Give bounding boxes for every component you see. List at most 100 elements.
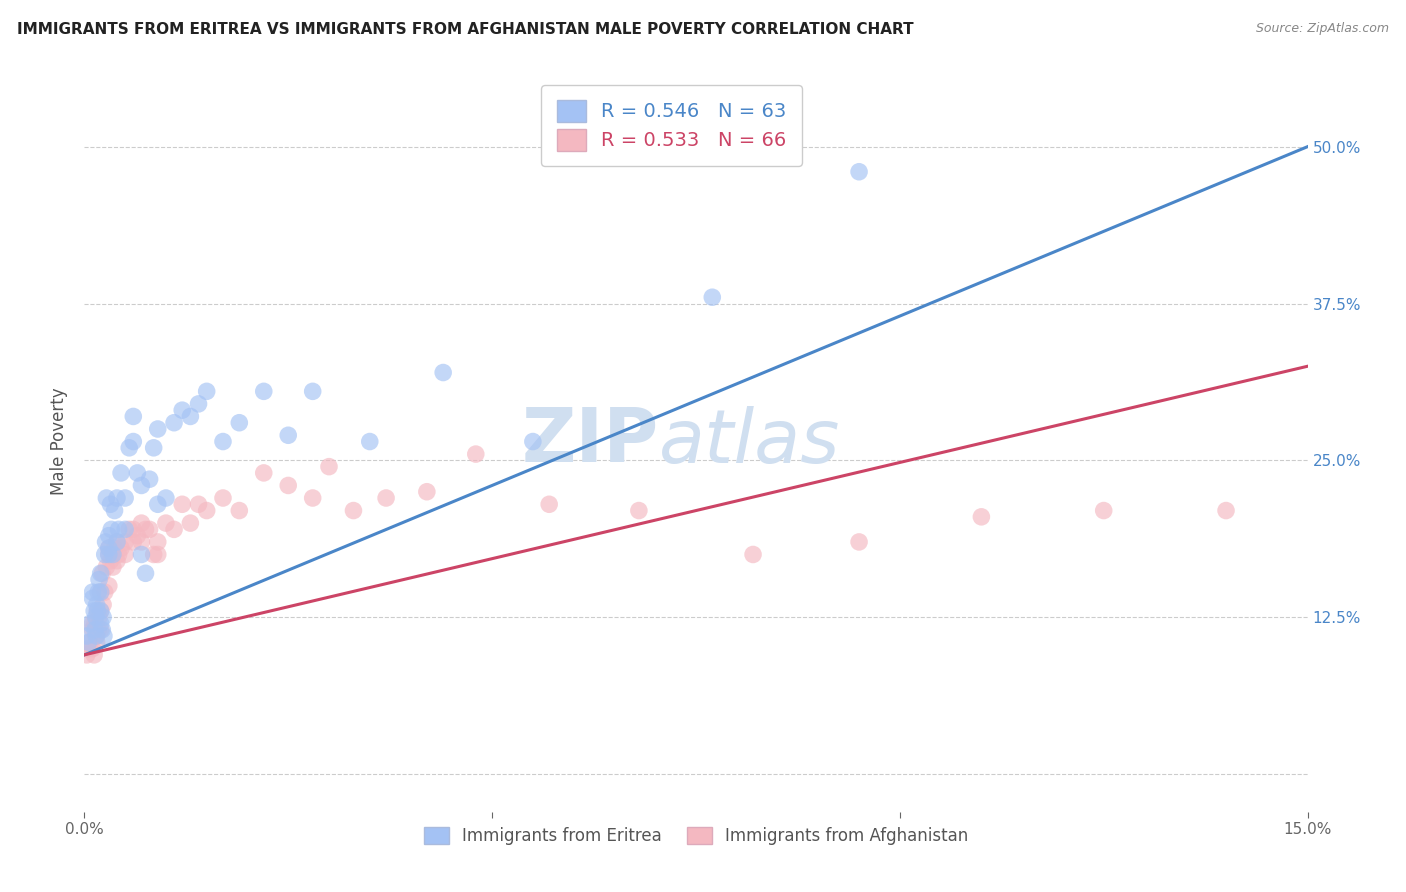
Point <box>742 548 765 562</box>
Point <box>90 585 112 599</box>
Point <box>172 497 194 511</box>
Point <box>107 548 129 562</box>
Point <box>627 503 650 517</box>
Point <box>179 409 201 424</box>
Point <box>142 441 165 455</box>
Point <box>163 416 186 430</box>
Point <box>93 585 115 599</box>
Point <box>103 503 125 517</box>
Point <box>848 165 870 179</box>
Point <box>970 509 993 524</box>
Point <box>538 497 561 511</box>
Point <box>155 516 177 530</box>
Point <box>228 503 250 517</box>
Point <box>100 497 122 511</box>
Point <box>212 434 235 449</box>
Point <box>114 535 136 549</box>
Point <box>135 566 157 581</box>
Point <box>122 535 145 549</box>
Point <box>416 484 439 499</box>
Point <box>277 478 299 492</box>
Text: ZIP: ZIP <box>522 405 659 478</box>
Point <box>76 629 98 643</box>
Point <box>91 610 114 624</box>
Point <box>86 604 108 618</box>
Point <box>1092 503 1115 517</box>
Point <box>82 585 104 599</box>
Point <box>135 522 157 536</box>
Point <box>97 579 120 593</box>
Point <box>90 623 112 637</box>
Point <box>122 522 145 536</box>
Point <box>96 560 118 574</box>
Point <box>163 522 186 536</box>
Point <box>86 635 108 649</box>
Point <box>84 623 107 637</box>
Point <box>464 447 486 461</box>
Text: atlas: atlas <box>659 406 841 477</box>
Point <box>100 522 122 536</box>
Point <box>97 548 120 562</box>
Point <box>83 604 105 618</box>
Point <box>105 491 128 505</box>
Point <box>118 441 141 455</box>
Point <box>90 616 112 631</box>
Point <box>195 503 218 517</box>
Point <box>122 409 145 424</box>
Point <box>87 573 110 587</box>
Point <box>131 535 153 549</box>
Legend: Immigrants from Eritrea, Immigrants from Afghanistan: Immigrants from Eritrea, Immigrants from… <box>418 820 974 852</box>
Point <box>138 522 160 536</box>
Point <box>1215 503 1237 517</box>
Point <box>90 604 112 618</box>
Point <box>77 635 100 649</box>
Point <box>100 554 122 568</box>
Point <box>97 541 120 556</box>
Point <box>359 434 381 449</box>
Point <box>87 585 110 599</box>
Point <box>91 623 114 637</box>
Point <box>146 548 169 562</box>
Point <box>97 529 120 543</box>
Point <box>90 604 112 618</box>
Text: Source: ZipAtlas.com: Source: ZipAtlas.com <box>1256 22 1389 36</box>
Point <box>432 366 454 380</box>
Point <box>107 522 129 536</box>
Point <box>187 497 209 511</box>
Point <box>83 648 105 662</box>
Point <box>318 459 340 474</box>
Point <box>114 548 136 562</box>
Point <box>93 629 115 643</box>
Point <box>84 610 107 624</box>
Point <box>301 384 323 399</box>
Point <box>131 516 153 530</box>
Point <box>103 541 125 556</box>
Point <box>522 434 544 449</box>
Point <box>146 535 169 549</box>
Point <box>127 466 149 480</box>
Point <box>142 548 165 562</box>
Point <box>84 629 107 643</box>
Point <box>146 497 169 511</box>
Point <box>79 616 101 631</box>
Point <box>172 403 194 417</box>
Text: IMMIGRANTS FROM ERITREA VS IMMIGRANTS FROM AFGHANISTAN MALE POVERTY CORRELATION : IMMIGRANTS FROM ERITREA VS IMMIGRANTS FR… <box>17 22 914 37</box>
Point <box>82 616 104 631</box>
Point <box>155 491 177 505</box>
Point <box>90 566 112 581</box>
Point <box>101 548 124 562</box>
Point <box>105 554 128 568</box>
Point <box>97 548 120 562</box>
Point <box>131 478 153 492</box>
Point <box>86 629 108 643</box>
Point <box>702 290 724 304</box>
Point <box>94 535 117 549</box>
Point <box>253 384 276 399</box>
Point <box>91 598 114 612</box>
Point <box>301 491 323 505</box>
Point <box>84 616 107 631</box>
Point <box>77 641 100 656</box>
Point <box>76 648 98 662</box>
Point <box>195 384 218 399</box>
Point <box>79 635 101 649</box>
